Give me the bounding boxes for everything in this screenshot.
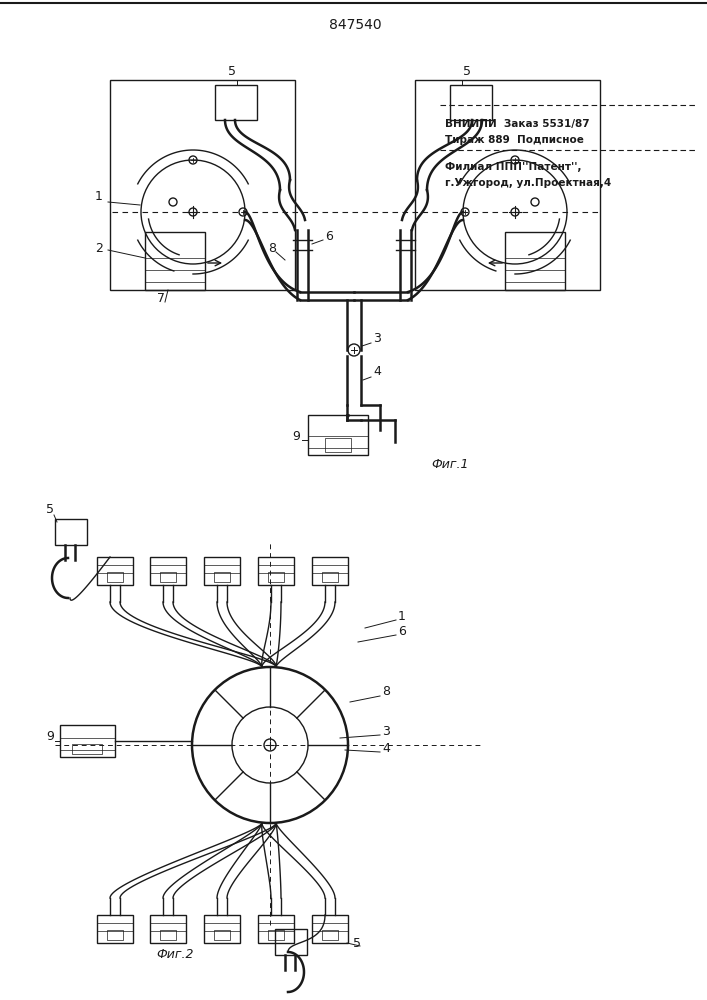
Text: 3: 3: [382, 725, 390, 738]
Text: 6: 6: [398, 625, 406, 638]
Bar: [215, 85, 257, 120]
Text: 5: 5: [353, 937, 361, 950]
Text: Филиал ППП''Патент'',: Филиал ППП''Патент'',: [445, 162, 581, 172]
Bar: [60, 725, 115, 757]
Bar: [505, 232, 565, 290]
Text: Фиг.2: Фиг.2: [156, 948, 194, 962]
Bar: [204, 557, 240, 585]
Bar: [160, 930, 176, 940]
Text: 9: 9: [46, 730, 54, 743]
Text: Тираж 889  Подписное: Тираж 889 Подписное: [445, 135, 584, 145]
Bar: [204, 915, 240, 943]
Text: 8: 8: [268, 242, 276, 255]
Bar: [415, 80, 600, 290]
Text: 7: 7: [157, 292, 165, 305]
Bar: [275, 929, 307, 955]
Bar: [107, 930, 123, 940]
Bar: [322, 930, 338, 940]
Bar: [312, 557, 348, 585]
Text: г.Ужгород, ул.Проектная,4: г.Ужгород, ул.Проектная,4: [445, 178, 612, 188]
Bar: [97, 557, 133, 585]
Bar: [268, 572, 284, 582]
Text: 4: 4: [373, 365, 381, 378]
Text: 6: 6: [325, 230, 333, 243]
Bar: [55, 519, 87, 545]
Bar: [160, 572, 176, 582]
Bar: [325, 438, 351, 452]
Bar: [308, 415, 368, 455]
Text: 1: 1: [398, 610, 406, 623]
Text: 5: 5: [463, 65, 471, 78]
Bar: [214, 930, 230, 940]
Bar: [268, 930, 284, 940]
Bar: [72, 744, 102, 754]
Bar: [107, 572, 123, 582]
Bar: [258, 915, 294, 943]
Bar: [97, 915, 133, 943]
Text: 9: 9: [292, 430, 300, 443]
Text: Фиг.1: Фиг.1: [431, 458, 469, 472]
Bar: [450, 85, 492, 120]
Bar: [312, 915, 348, 943]
Text: 8: 8: [382, 685, 390, 698]
Text: 2: 2: [95, 242, 103, 255]
Bar: [322, 572, 338, 582]
Text: 1: 1: [95, 190, 103, 203]
Bar: [110, 80, 295, 290]
Text: 847540: 847540: [329, 18, 381, 32]
Bar: [258, 557, 294, 585]
Text: ВНИИПИ  Заказ 5531/87: ВНИИПИ Заказ 5531/87: [445, 119, 590, 129]
Text: 5: 5: [46, 503, 54, 516]
Text: 3: 3: [373, 332, 381, 345]
Bar: [150, 915, 186, 943]
Text: 5: 5: [228, 65, 236, 78]
Text: 4: 4: [382, 742, 390, 755]
Bar: [214, 572, 230, 582]
Bar: [150, 557, 186, 585]
Bar: [145, 232, 205, 290]
